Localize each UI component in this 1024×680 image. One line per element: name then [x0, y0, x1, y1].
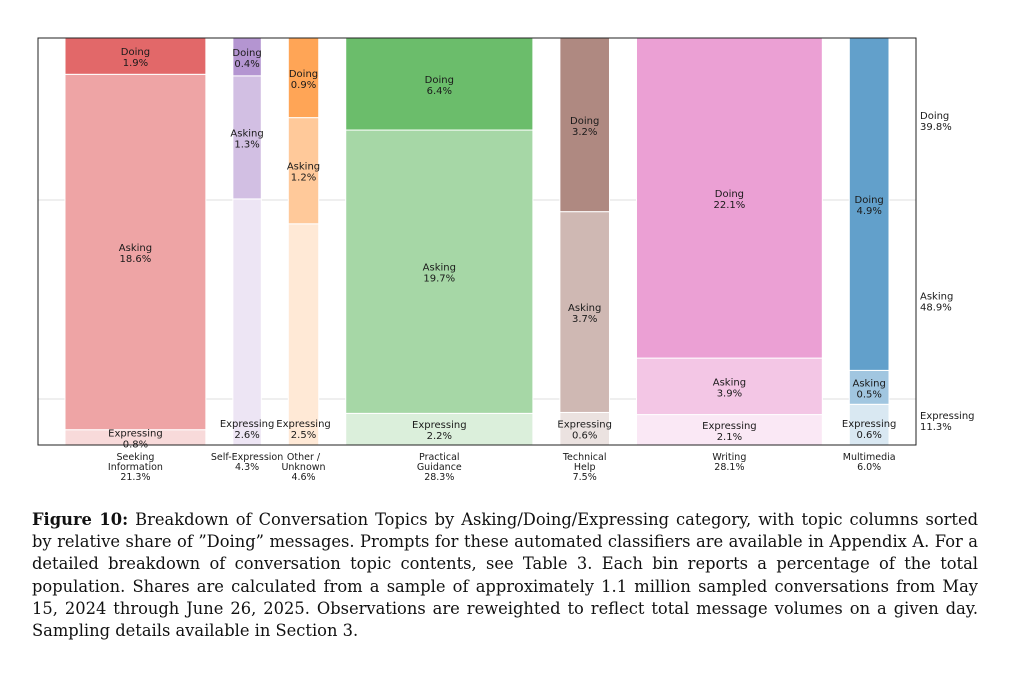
- caption-text: Breakdown of Conversation Topics by Aski…: [32, 510, 979, 641]
- data-label-practical-guidance-asking: Asking 19.7%: [423, 263, 456, 285]
- data-label-other-unknown-expressing: Expressing 2.5%: [276, 419, 331, 441]
- bar-writing-expressing: [635, 414, 823, 446]
- bar-self-expression-expressing: [232, 198, 262, 446]
- data-label-multimedia-asking: Asking 0.5%: [853, 378, 886, 400]
- bar-multimedia-asking: [848, 369, 890, 405]
- bar-practical-guidance-asking: [345, 129, 534, 414]
- data-label-other-unknown-asking: Asking 1.2%: [287, 162, 320, 184]
- x-tick-label-self-expression: Self-Expression 4.3%: [211, 452, 283, 473]
- figure-caption: Figure 10: Breakdown of Conversation Top…: [32, 509, 978, 642]
- data-label-self-expression-asking: Asking 1.3%: [230, 128, 263, 150]
- data-label-writing-expressing: Expressing 2.1%: [702, 421, 757, 443]
- bar-technical-help-expressing: [559, 411, 610, 446]
- bar-seeking-information-asking: [64, 73, 207, 431]
- data-label-multimedia-doing: Doing 4.9%: [855, 195, 884, 217]
- data-label-seeking-information-doing: Doing 1.9%: [121, 47, 150, 69]
- bar-writing-asking: [635, 357, 823, 416]
- data-label-writing-asking: Asking 3.9%: [713, 377, 746, 399]
- bar-practical-guidance-expressing: [345, 412, 534, 446]
- bar-technical-help-asking: [559, 211, 610, 413]
- bar-writing-doing: [635, 37, 823, 359]
- data-label-writing-doing: Doing 22.1%: [714, 189, 746, 211]
- data-label-multimedia-expressing: Expressing 0.6%: [842, 419, 897, 441]
- data-label-other-unknown-doing: Doing 0.9%: [289, 69, 318, 91]
- data-label-technical-help-doing: Doing 3.2%: [570, 116, 599, 138]
- bar-multimedia-doing: [848, 37, 890, 371]
- x-tick-label-technical-help: Technical Help 7.5%: [562, 452, 607, 483]
- data-label-technical-help-asking: Asking 3.7%: [568, 303, 601, 325]
- bar-practical-guidance-doing: [345, 37, 534, 131]
- total-label-doing: Doing 39.8%: [920, 111, 952, 133]
- data-label-self-expression-expressing: Expressing 2.6%: [220, 419, 275, 441]
- x-tick-label-other-unknown: Other / Unknown 4.6%: [281, 452, 325, 483]
- total-label-expressing: Expressing 11.3%: [920, 411, 975, 433]
- data-label-self-expression-doing: Doing 0.4%: [232, 48, 261, 70]
- total-label-asking: Asking 48.9%: [920, 291, 953, 313]
- data-label-practical-guidance-doing: Doing 6.4%: [425, 75, 454, 97]
- x-tick-label-seeking-information: Seeking Information 21.3%: [108, 452, 163, 483]
- chart-labels: Expressing 0.8% Asking 18.6% Doing 1.9% Seekin…: [108, 47, 975, 483]
- bar-technical-help-doing: [559, 37, 610, 213]
- x-tick-label-practical-guidance: Practical Guidance 28.3%: [417, 452, 462, 483]
- x-tick-label-writing: Writing 28.1%: [712, 452, 746, 473]
- plot-area: [37, 37, 917, 446]
- data-label-seeking-information-expressing: Expressing 0.8%: [108, 428, 163, 450]
- plot-frame: [37, 37, 917, 446]
- data-label-technical-help-expressing: Expressing 0.6%: [557, 420, 612, 442]
- data-label-practical-guidance-expressing: Expressing 2.2%: [412, 420, 467, 442]
- bar-seeking-information-doing: [64, 37, 207, 75]
- figure-label: Figure 10:: [32, 510, 129, 529]
- bar-multimedia-expressing: [848, 403, 890, 446]
- x-tick-label-multimedia: Multimedia 6.0%: [843, 452, 896, 473]
- data-label-seeking-information-asking: Asking 18.6%: [119, 243, 152, 265]
- mosaic-chart: Expressing 0.8% Asking 18.6% Doing 1.9% Seekin…: [37, 37, 975, 483]
- bar-other-unknown-expressing: [287, 223, 320, 446]
